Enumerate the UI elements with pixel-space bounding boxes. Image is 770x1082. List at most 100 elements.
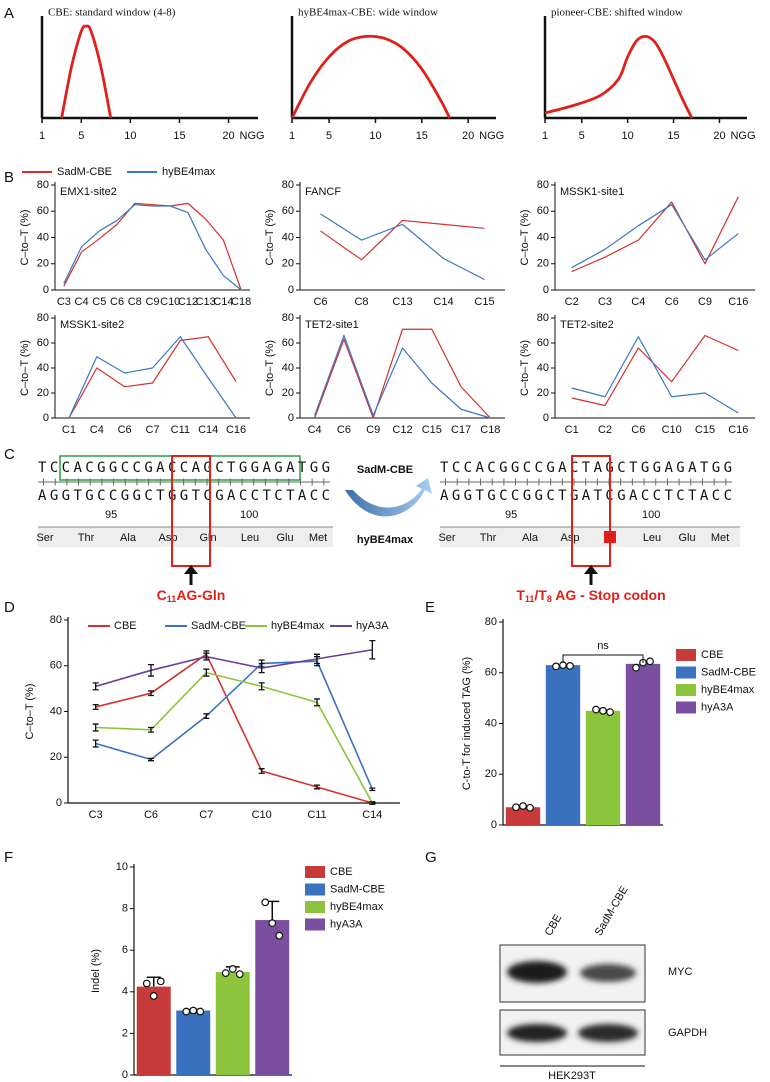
- panel-label: A: [4, 5, 14, 22]
- arrow-head: [584, 565, 598, 574]
- error-bar: [203, 713, 210, 720]
- x-tick-label: C16: [728, 296, 748, 308]
- y-tick-label: 40: [485, 717, 497, 729]
- series-line: [63, 202, 242, 291]
- legend-swatch: [305, 866, 325, 878]
- replicate-point: [221, 969, 230, 977]
- x-tick-label: C10: [662, 424, 682, 436]
- amino-acid: Ala: [522, 532, 539, 544]
- chart-title: EMX1-site2: [60, 186, 117, 198]
- y-tick-label: 40: [282, 362, 294, 374]
- error-bar: [148, 690, 154, 697]
- replicate-point: [182, 1007, 191, 1016]
- series-line: [320, 219, 485, 261]
- panel-label: D: [4, 599, 15, 616]
- chart-title: MSSK1-site2: [60, 319, 124, 331]
- series-line: [571, 196, 739, 273]
- series-line: [290, 34, 451, 119]
- amino-acid: Thr: [480, 532, 497, 544]
- y-tick-label: 20: [282, 387, 294, 399]
- x-tick-label: C13: [196, 296, 216, 308]
- y-axis-label: C–to–T (%): [519, 209, 531, 265]
- error-bar: [258, 662, 265, 674]
- y-tick-label: 6: [122, 944, 128, 956]
- series-line: [95, 660, 374, 790]
- series-line: [95, 648, 373, 688]
- legend-label: CBE: [114, 620, 137, 632]
- sequence-panel: TCCACGGCCGACCAGCTGGAGATGG AGGTGCCGGCTGGT…: [36, 455, 740, 605]
- legend-swatch: [676, 684, 696, 696]
- series-line: [571, 334, 739, 407]
- error-bar: [258, 682, 265, 691]
- row-label: MYC: [668, 966, 693, 978]
- bar: [136, 986, 171, 1075]
- y-tick-label: 60: [282, 337, 294, 349]
- x-tick-label: 20: [222, 130, 234, 142]
- y-tick-label: 0: [56, 797, 62, 809]
- series-line: [314, 334, 491, 419]
- y-tick-label: 60: [537, 205, 549, 217]
- x-tick-label: 1: [39, 130, 45, 142]
- x-tick-label: C14: [362, 809, 382, 821]
- series-line: [571, 204, 739, 269]
- x-tick-label: C18: [480, 424, 500, 436]
- y-tick-label: 40: [537, 231, 549, 243]
- x-tick-label: C15: [422, 424, 442, 436]
- legend-label: CBE: [330, 866, 353, 878]
- y-tick-label: 20: [485, 768, 497, 780]
- y-tick-label: 0: [491, 819, 497, 831]
- y-tick-label: 0: [122, 1069, 128, 1081]
- replicate-point: [526, 803, 534, 812]
- replicate-point: [196, 1007, 205, 1016]
- replicate-point: [566, 661, 574, 670]
- x-axis-label: NGG: [479, 130, 504, 142]
- x-tick-label: C9: [366, 424, 380, 436]
- replicate-point: [606, 708, 614, 716]
- replicate-point: [646, 657, 654, 666]
- x-tick-label: C12: [392, 424, 412, 436]
- top-strand: TCCACGGCCGACCAGCTGGAGATGG: [38, 460, 330, 476]
- error-bar: [146, 976, 161, 987]
- error-bar: [203, 668, 210, 677]
- chart-title: TET2-site2: [560, 319, 614, 331]
- y-axis-label: C–to–T (%): [264, 340, 276, 396]
- error-bar: [92, 682, 99, 691]
- band: [580, 964, 636, 982]
- x-tick-label: C16: [226, 424, 246, 436]
- series-line: [314, 328, 491, 419]
- error-bar: [148, 757, 154, 762]
- x-tick-label: C10: [160, 296, 180, 308]
- x-axis-label: NGG: [240, 130, 265, 142]
- legend-label: SadM-CBE: [191, 620, 246, 632]
- label-subscript: 11: [167, 594, 177, 604]
- replicate-point: [235, 970, 244, 979]
- legend-label: SadM-CBE: [701, 666, 756, 678]
- site-label: C11AG-Gln: [157, 587, 226, 605]
- significance-label: ns: [597, 640, 609, 652]
- y-tick-label: 60: [485, 667, 497, 679]
- x-tick-label: C2: [565, 296, 579, 308]
- legend-label: SadM-CBE: [330, 883, 385, 895]
- y-tick-label: 40: [282, 231, 294, 243]
- bar: [176, 1010, 211, 1075]
- y-tick-label: 10: [116, 861, 128, 873]
- error-bar: [258, 768, 265, 774]
- blot-panel: CBE SadM-CBE MYC GAPDH HEK293T: [499, 884, 707, 1082]
- x-tick-label: C3: [57, 296, 71, 308]
- label-part: AG - Stop codon: [552, 587, 666, 603]
- label-part: C: [157, 587, 167, 603]
- x-tick-label: 1: [542, 130, 548, 142]
- y-tick-label: 60: [282, 205, 294, 217]
- x-tick-label: C6: [144, 809, 158, 821]
- label-part: /T: [534, 587, 547, 603]
- series-line: [68, 336, 237, 419]
- y-tick-label: 0: [43, 284, 49, 296]
- y-tick-label: 40: [537, 362, 549, 374]
- x-tick-label: C6: [110, 296, 124, 308]
- replicate-point: [189, 1006, 198, 1015]
- label-subscript: 11: [525, 594, 535, 604]
- x-tick-label: C6: [665, 296, 679, 308]
- x-axis-label: NGG: [730, 130, 755, 142]
- series-line: [60, 24, 113, 119]
- amino-acid: Gln: [199, 532, 216, 544]
